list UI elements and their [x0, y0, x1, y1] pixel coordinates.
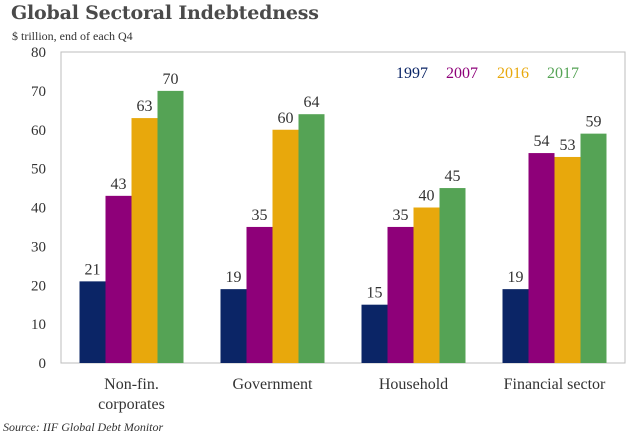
bar-1997 — [220, 289, 247, 363]
legend-item-2017: 2017 — [547, 65, 579, 82]
legend: 1997 2007 2016 2017 — [396, 65, 579, 82]
bar-2016 — [272, 129, 299, 363]
y-tick-label: 70 — [31, 84, 46, 100]
y-tick-label: 60 — [31, 123, 46, 139]
bar-2007 — [105, 195, 132, 363]
bar-2016 — [554, 156, 581, 363]
bar-2007 — [387, 226, 414, 363]
bar-2017 — [298, 114, 325, 363]
data-label: 63 — [137, 98, 153, 115]
y-tick-label: 50 — [31, 162, 46, 178]
data-label: 40 — [419, 188, 435, 205]
bar-2017 — [580, 133, 607, 363]
x-axis: Non-fin. corporates Government Household Fin… — [98, 376, 606, 413]
data-label: 15 — [367, 285, 383, 302]
category-label: Financial sector — [504, 376, 606, 393]
y-tick-label: 10 — [31, 317, 46, 333]
data-labels: 21 43 63 70 19 35 60 64 15 35 40 45 19 54 53 59 — [85, 71, 602, 302]
category-label: Household — [379, 376, 448, 393]
data-label: 53 — [560, 137, 576, 154]
legend-item-2016: 2016 — [497, 65, 529, 82]
bar-2017 — [439, 188, 466, 363]
bar-1997 — [361, 304, 388, 363]
legend-item-1997: 1997 — [396, 65, 428, 82]
bar-2016 — [131, 118, 158, 364]
data-label: 59 — [586, 114, 602, 131]
data-label: 70 — [163, 71, 179, 88]
plot-frame — [60, 51, 626, 364]
category-label: corporates — [98, 396, 165, 413]
data-label: 64 — [304, 94, 320, 111]
data-label: 35 — [252, 207, 268, 224]
y-tick-label: 30 — [31, 239, 46, 255]
data-label: 45 — [445, 168, 461, 185]
bar-1997 — [502, 289, 529, 363]
data-label: 43 — [111, 176, 127, 193]
legend-item-2007: 2007 — [446, 65, 478, 82]
data-label: 35 — [393, 207, 409, 224]
data-label: 60 — [278, 110, 294, 127]
data-label: 54 — [534, 133, 550, 150]
bar-2007 — [246, 226, 273, 363]
y-axis: 0 10 20 30 40 50 60 70 80 — [31, 45, 46, 372]
chart-subtitle: $ trillion, end of each Q4 — [12, 29, 133, 43]
data-label: 21 — [85, 261, 101, 278]
category-label: Government — [233, 376, 314, 393]
bar-2007 — [528, 153, 555, 363]
chart-title: Global Sectoral Indebtedness — [11, 2, 319, 24]
category-label: Non-fin. — [104, 376, 159, 393]
data-label: 19 — [226, 269, 242, 286]
source-note: Source: IIF Global Debt Monitor — [3, 420, 164, 434]
bars — [79, 90, 607, 364]
data-label: 19 — [508, 269, 524, 286]
bar-1997 — [79, 281, 106, 363]
y-tick-label: 20 — [31, 278, 46, 294]
y-tick-label: 80 — [31, 45, 46, 61]
bar-2017 — [157, 90, 184, 363]
bar-2016 — [413, 207, 440, 363]
y-tick-label: 0 — [39, 356, 47, 372]
y-tick-label: 40 — [31, 201, 46, 217]
